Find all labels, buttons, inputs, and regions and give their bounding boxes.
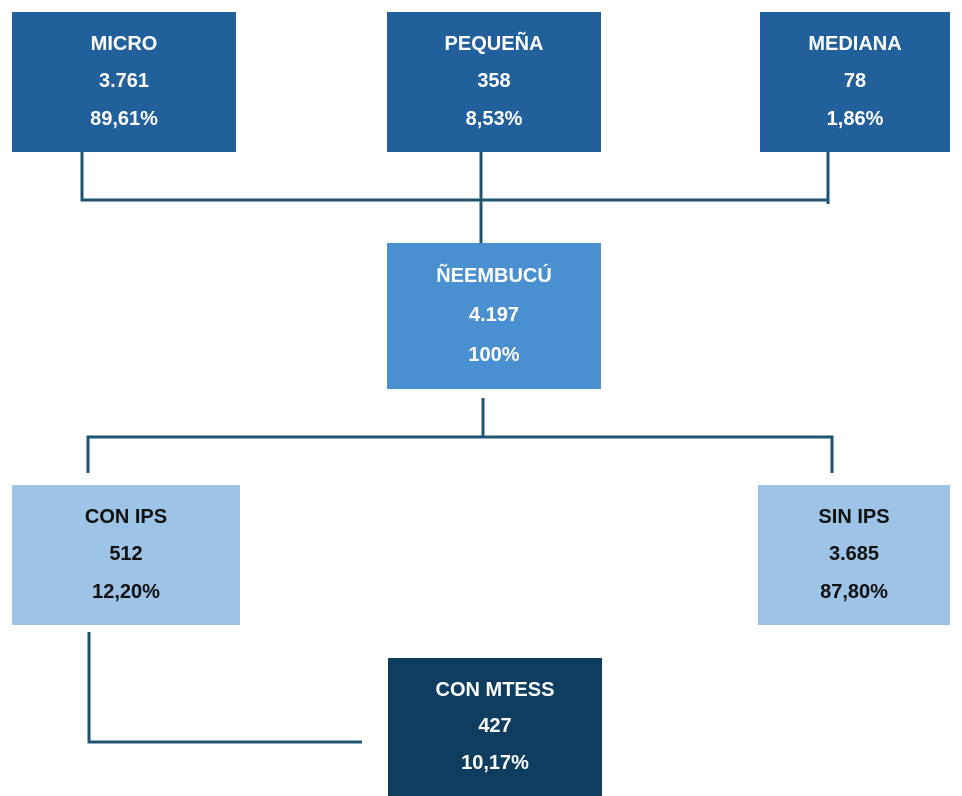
node-box: MEDIANA 78 1,86%	[760, 12, 950, 152]
node-label: PEQUEÑA	[444, 33, 544, 56]
node-box: MICRO 3.761 89,61%	[12, 12, 236, 152]
node-label: MEDIANA	[808, 33, 902, 56]
node-box: ÑEEMBUCÚ 4.197 100%	[387, 243, 601, 389]
node-percent: 8,53%	[465, 107, 523, 130]
node-box: CON IPS 512 12,20%	[12, 485, 240, 625]
node-count: 3.685	[828, 543, 880, 566]
node-count: 4.197	[468, 304, 520, 327]
node-box: CON MTESS 427 10,17%	[388, 658, 602, 796]
node-label: MICRO	[90, 33, 158, 56]
node-percent: 87,80%	[820, 580, 888, 603]
node-percent: 1,86%	[826, 107, 884, 130]
node-percent: 12,20%	[92, 580, 160, 603]
node-count: 427	[478, 715, 512, 738]
connector	[87, 632, 362, 744]
node-count: 78	[843, 70, 867, 93]
node-label: CON MTESS	[435, 678, 555, 701]
node-label: SIN IPS	[818, 506, 890, 529]
node-label: CON IPS	[84, 506, 168, 529]
node-count: 512	[109, 543, 143, 566]
node-percent: 10,17%	[461, 752, 529, 775]
node-percent: 100%	[468, 343, 520, 366]
node-count: 3.761	[98, 70, 150, 93]
node-percent: 89,61%	[90, 107, 158, 130]
node-label: ÑEEMBUCÚ	[436, 265, 552, 288]
node-box: PEQUEÑA 358 8,53%	[387, 12, 601, 152]
node-box: SIN IPS 3.685 87,80%	[758, 485, 950, 625]
node-count: 358	[477, 70, 511, 93]
